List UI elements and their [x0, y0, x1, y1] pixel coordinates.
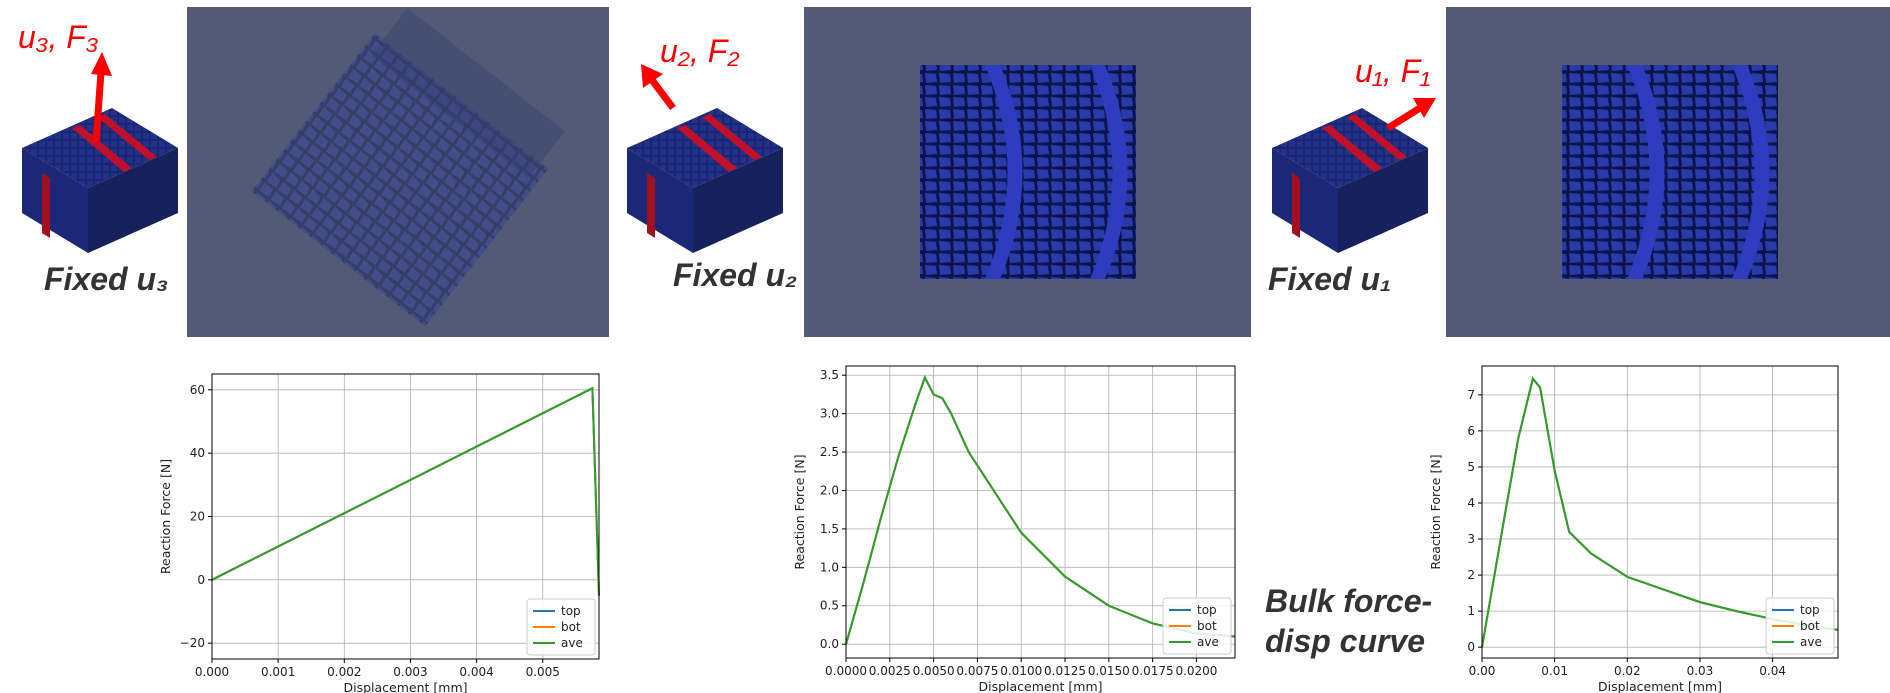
caption: disp curve [1265, 623, 1425, 659]
load-label: u₃, F₃ [18, 19, 99, 55]
legend-label: ave [1800, 635, 1822, 649]
x-tick-label: 0.002 [327, 665, 361, 679]
y-tick-label: 3.0 [820, 407, 839, 421]
sim-image [1446, 7, 1890, 337]
y-tick-label: 1.5 [820, 522, 839, 536]
legend-label: top [1197, 603, 1217, 617]
y-tick-label: 6 [1467, 424, 1475, 438]
x-tick-label: 0.0025 [869, 664, 911, 678]
y-axis-label: Reaction Force [N] [792, 454, 807, 569]
y-tick-label: 0.0 [820, 637, 839, 651]
y-tick-label: 4 [1467, 496, 1475, 510]
x-tick-label: 0.0000 [825, 664, 867, 678]
legend-label: top [1800, 603, 1820, 617]
x-tick-label: 0.004 [459, 665, 493, 679]
cube [1272, 108, 1428, 253]
y-axis-label: Reaction Force [N] [158, 459, 173, 574]
x-tick-label: 0.0200 [1175, 664, 1217, 678]
x-tick-label: 0.005 [526, 665, 560, 679]
x-axis-label: Displacement [mm] [343, 680, 467, 693]
y-tick-label: 2.5 [820, 445, 839, 459]
y-tick-label: 20 [190, 510, 205, 524]
x-tick-label: 0.02 [1614, 664, 1641, 678]
x-axis-label: Displacement [mm] [1598, 679, 1722, 693]
x-tick-label: 0.003 [393, 665, 427, 679]
sim-image [804, 7, 1251, 337]
y-tick-label: −20 [180, 636, 205, 650]
y-tick-label: 2.0 [820, 483, 839, 497]
y-tick-label: 1 [1467, 604, 1475, 618]
x-tick-label: 0.04 [1759, 664, 1786, 678]
y-tick-label: 2 [1467, 568, 1475, 582]
x-axis-label: Displacement [mm] [978, 679, 1102, 693]
y-tick-label: 60 [190, 383, 205, 397]
y-tick-label: 7 [1467, 388, 1475, 402]
x-tick-label: 0.0075 [956, 664, 998, 678]
y-axis-label: Reaction Force [N] [1428, 454, 1443, 569]
x-tick-label: 0.0100 [1000, 664, 1042, 678]
legend-label: top [561, 604, 581, 618]
fixed-label: Fixed u₂ [673, 257, 797, 293]
x-tick-label: 0.000 [195, 665, 229, 679]
x-tick-label: 0.0050 [913, 664, 955, 678]
x-tick-label: 0.001 [261, 665, 295, 679]
legend-label: bot [1800, 619, 1820, 633]
x-tick-label: 0.0125 [1044, 664, 1086, 678]
y-tick-label: 1.0 [820, 560, 839, 574]
y-tick-label: 0.5 [820, 599, 839, 613]
legend-label: bot [1197, 619, 1217, 633]
load-label: u₂, F₂ [660, 33, 740, 69]
x-tick-label: 0.01 [1541, 664, 1568, 678]
x-tick-label: 0.03 [1687, 664, 1714, 678]
caption: Bulk force- [1265, 583, 1432, 619]
sim-image [187, 2, 609, 337]
x-tick-label: 0.00 [1469, 664, 1496, 678]
y-tick-label: 3.5 [820, 368, 839, 382]
y-tick-label: 40 [190, 446, 205, 460]
fixed-label: Fixed u₁ [1268, 261, 1391, 297]
y-tick-label: 3 [1467, 532, 1475, 546]
y-tick-label: 0 [1467, 640, 1475, 654]
legend-label: bot [561, 620, 581, 634]
y-tick-label: 5 [1467, 460, 1475, 474]
cube [627, 108, 783, 253]
fixed-label: Fixed u₃ [44, 261, 168, 297]
legend-label: ave [1197, 635, 1219, 649]
legend-label: ave [561, 636, 583, 650]
load-label: u₁, F₁ [1355, 53, 1430, 89]
x-tick-label: 0.0150 [1088, 664, 1130, 678]
y-tick-label: 0 [197, 573, 205, 587]
figure: u₃, F₃ Fixed u₃ u₂, F₂ Fixed u₂ u₁, F₁ F… [0, 0, 1890, 693]
x-tick-label: 0.0175 [1132, 664, 1174, 678]
